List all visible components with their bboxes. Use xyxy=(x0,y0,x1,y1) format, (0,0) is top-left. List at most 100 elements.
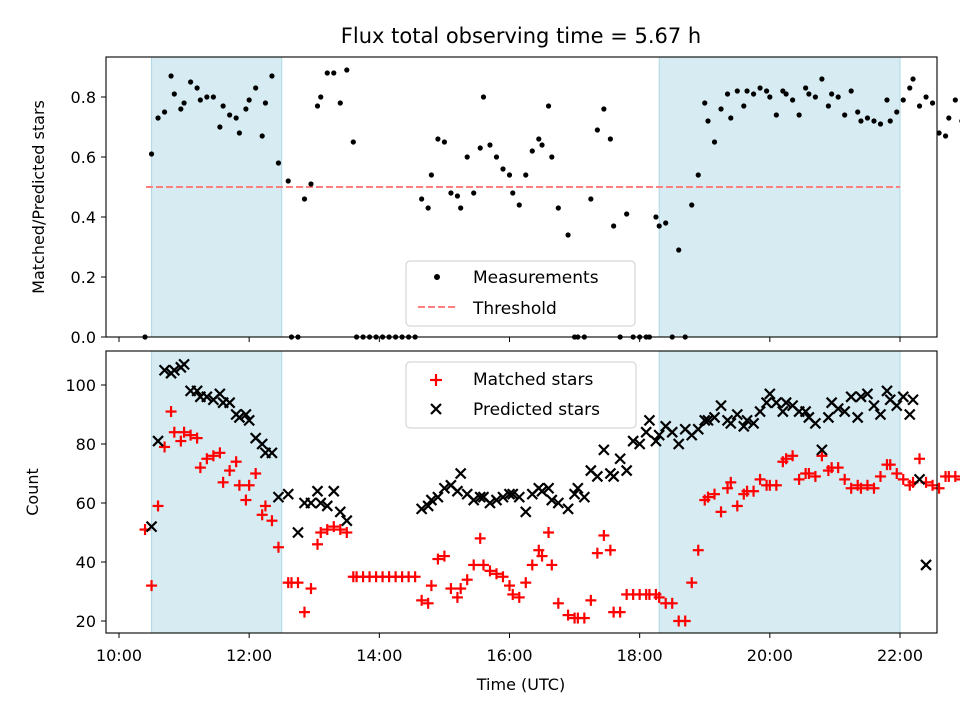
measurement-point xyxy=(864,115,871,121)
predicted-star-point xyxy=(591,470,604,483)
measurement-point xyxy=(233,115,239,121)
predicted-star-point xyxy=(890,399,903,412)
matched-star-point xyxy=(653,591,665,603)
measurement-point xyxy=(425,205,431,211)
matched-star-point xyxy=(272,541,284,553)
bottom-x-tick-label: 14:00 xyxy=(356,646,402,665)
matched-star-point xyxy=(266,515,278,527)
measurement-point xyxy=(728,115,734,121)
measurement-point xyxy=(829,91,835,97)
bottom-y-tick-label: 100 xyxy=(65,376,96,395)
predicted-star-point xyxy=(415,503,428,515)
measurement-point xyxy=(161,109,168,115)
bottom-plot-area xyxy=(139,358,960,627)
predicted-star-point xyxy=(327,485,340,497)
measurement-point xyxy=(545,103,552,109)
predicted-star-point xyxy=(698,414,711,427)
measurement-point xyxy=(441,139,448,145)
measurement-point xyxy=(181,100,187,106)
predicted-star-point xyxy=(513,491,526,503)
measurement-point xyxy=(724,91,731,97)
bottom-y-axis-label: Count xyxy=(23,468,42,516)
predicted-star-point xyxy=(568,488,581,500)
predicted-star-point xyxy=(913,473,926,486)
predicted-star-point xyxy=(546,494,558,506)
measurement-point xyxy=(565,232,571,238)
measurement-point xyxy=(337,100,343,106)
matched-star-point xyxy=(416,594,428,606)
predicted-star-point xyxy=(256,438,268,450)
matched-star-point xyxy=(770,479,782,491)
predicted-star-point xyxy=(672,438,685,450)
predicted-star-point xyxy=(484,497,496,509)
bottom-x-tick-label: 18:00 xyxy=(617,646,663,665)
predicted-star-point xyxy=(145,520,158,533)
matched-star-point xyxy=(438,550,450,562)
measurement-point xyxy=(428,172,434,178)
measurement-point xyxy=(702,100,708,106)
measurement-point xyxy=(624,211,630,217)
top-y-ticks: 0.0 0.2 0.4 0.6 0.8 xyxy=(71,88,106,347)
predicted-star-point xyxy=(903,408,916,421)
measurement-point xyxy=(588,196,594,202)
matched-star-point xyxy=(334,524,346,536)
measurement-point xyxy=(471,190,477,196)
matched-star-point xyxy=(507,588,519,600)
measurement-point xyxy=(773,112,779,118)
predicted-star-point xyxy=(152,435,164,447)
measurement-point xyxy=(510,190,516,196)
predicted-star-point xyxy=(809,417,822,430)
predicted-star-point xyxy=(653,429,665,441)
predicted-star-point xyxy=(845,391,857,403)
measurement-point xyxy=(653,214,659,220)
matched-star-point xyxy=(793,473,805,485)
matched-star-point xyxy=(591,547,603,559)
bottom-axes: 10:00 12:00 14:00 16:00 18:00 20:00 22:00 20 40… xyxy=(23,350,960,694)
bottom-x-tick-label: 12:00 xyxy=(226,646,272,665)
matched-star-point xyxy=(214,447,226,459)
measurement-point xyxy=(458,205,464,211)
matched-star-point xyxy=(497,571,509,583)
matched-star-point xyxy=(168,426,180,438)
predicted-star-point xyxy=(777,405,789,418)
predicted-star-point xyxy=(321,500,334,512)
top-legend-box xyxy=(405,260,636,327)
measurement-point xyxy=(344,67,350,73)
measurement-point xyxy=(783,91,789,97)
matched-star-point xyxy=(455,583,467,595)
predicted-star-point xyxy=(240,408,252,421)
matched-star-point xyxy=(504,580,515,592)
predicted-star-point xyxy=(178,358,190,371)
predicted-star-point xyxy=(282,488,294,500)
top-axes-frame xyxy=(105,56,938,338)
measurement-point xyxy=(350,139,356,145)
matched-star-point xyxy=(432,553,444,565)
predicted-star-point xyxy=(897,391,910,403)
measurement-point xyxy=(454,193,461,199)
matched-star-point xyxy=(725,476,737,488)
predicted-star-point xyxy=(692,423,705,436)
predicted-star-point xyxy=(474,491,486,503)
measurement-point xyxy=(194,85,200,91)
bottom-x-tick-label: 10:00 xyxy=(96,646,142,665)
measurement-point xyxy=(689,202,695,208)
measurement-point xyxy=(262,100,269,106)
matched-star-point xyxy=(709,488,721,500)
predicted-star-point xyxy=(799,405,812,418)
matched-star-point xyxy=(217,476,229,488)
predicted-star-point xyxy=(868,399,880,412)
observing-window-shade xyxy=(151,56,283,338)
measurement-point xyxy=(946,115,952,121)
legend-predicted-marker xyxy=(430,403,442,415)
matched-star-point xyxy=(178,426,190,438)
predicted-star-point xyxy=(666,426,678,438)
predicted-star-point xyxy=(754,405,766,418)
matched-star-point xyxy=(328,521,340,533)
top-y-tick-label: 0.0 xyxy=(71,328,96,347)
measurement-point xyxy=(539,142,545,148)
top-y-tick-label: 0.4 xyxy=(71,208,96,227)
predicted-star-point xyxy=(780,396,792,409)
matched-star-point xyxy=(490,568,502,580)
predicted-star-point xyxy=(214,388,226,400)
